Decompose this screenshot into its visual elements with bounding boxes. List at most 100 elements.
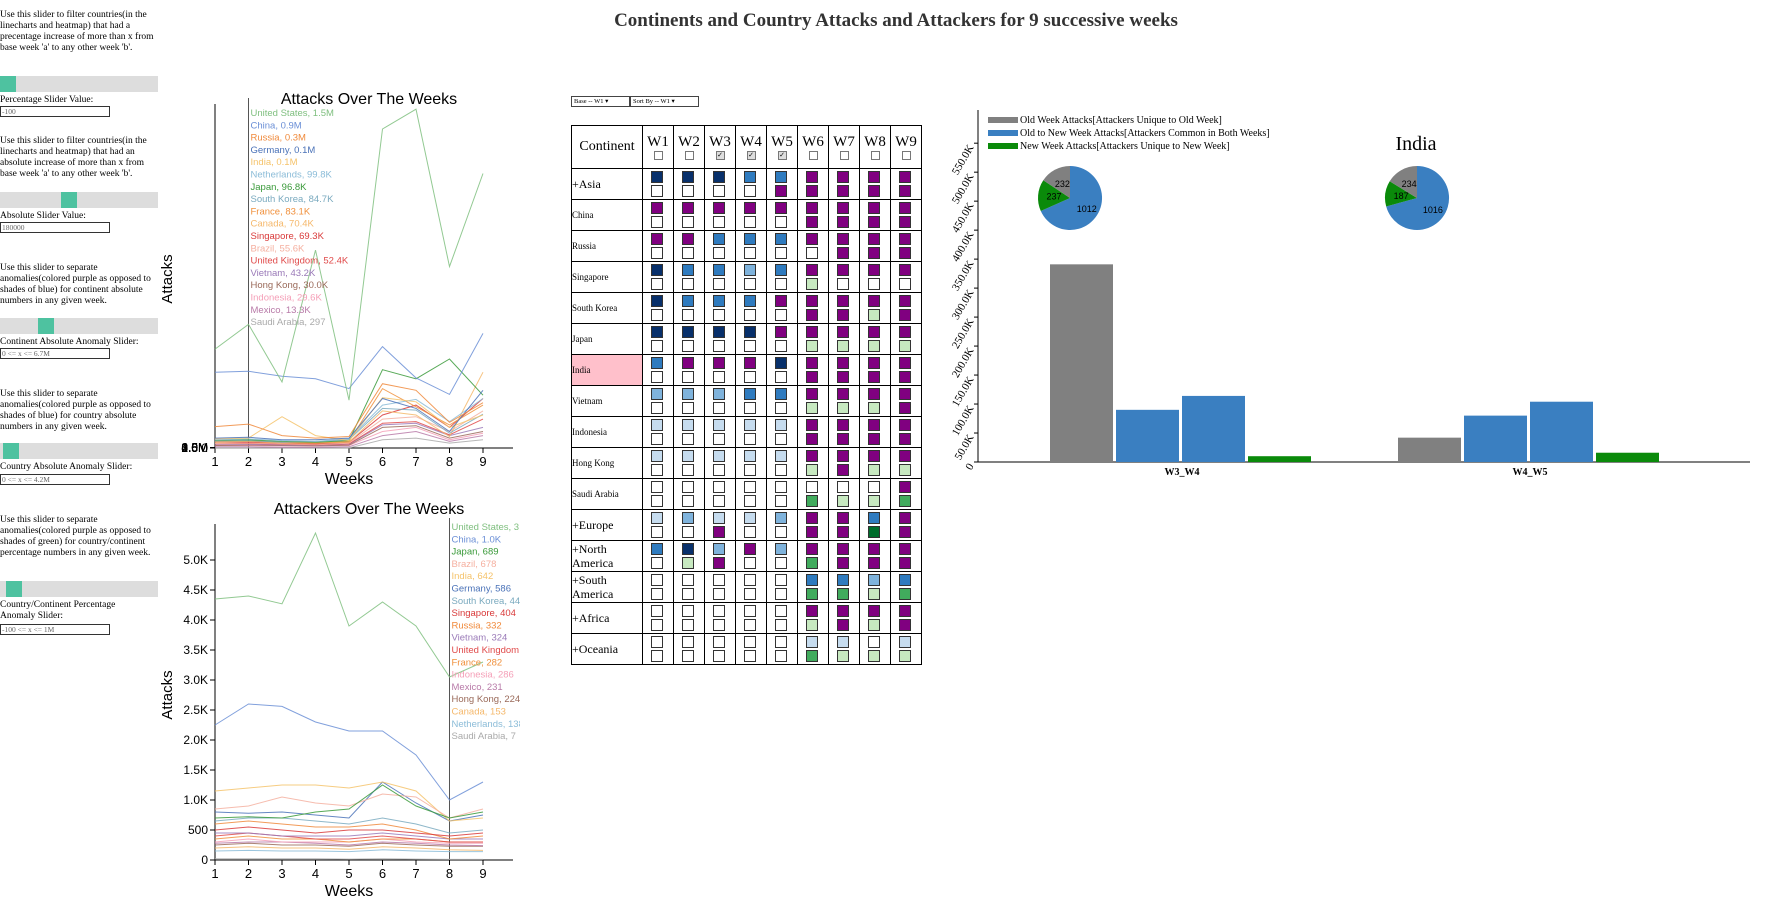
absolute-value-square bbox=[899, 171, 911, 183]
base-week-dropdown[interactable]: Base -- W1 ▾ bbox=[571, 96, 630, 107]
y-tick-label: 3.0M bbox=[181, 441, 208, 455]
country-anomaly-slider-thumb[interactable] bbox=[2, 443, 19, 459]
absolute-value-square bbox=[837, 388, 849, 400]
continent-anomaly-slider[interactable] bbox=[0, 318, 158, 334]
absolute-value-square bbox=[775, 357, 787, 369]
y-tick-label: 4.5K bbox=[183, 583, 208, 597]
absolute-slider-thumb[interactable] bbox=[61, 192, 78, 208]
absolute-slider-value-input[interactable]: 180000 bbox=[0, 222, 110, 233]
heatmap-row: +Europe bbox=[571, 509, 922, 541]
y-tick-label: 3.5M bbox=[181, 441, 208, 455]
week-checkbox[interactable] bbox=[870, 151, 880, 160]
absolute-value-square bbox=[713, 357, 725, 369]
percentage-slider-thumb[interactable] bbox=[0, 76, 16, 92]
absolute-value-square bbox=[744, 450, 756, 462]
percentage-anomaly-slider-thumb[interactable] bbox=[5, 581, 22, 597]
heatmap-cell bbox=[859, 540, 891, 572]
absolute-value-square bbox=[899, 357, 911, 369]
heatmap-cell bbox=[859, 509, 891, 541]
absolute-value-square bbox=[651, 357, 663, 369]
percentage-change-square bbox=[775, 526, 787, 538]
heatmap-row-label[interactable]: +Oceania bbox=[571, 633, 643, 665]
percentage-slider-value-input[interactable]: -100 bbox=[0, 106, 110, 117]
absolute-slider[interactable] bbox=[0, 192, 158, 208]
heatmap-row-label[interactable]: +Asia bbox=[571, 168, 643, 200]
continent-anomaly-slider-thumb[interactable] bbox=[38, 318, 55, 334]
heatmap-row-label[interactable]: +South America bbox=[571, 571, 643, 603]
percentage-change-square bbox=[775, 557, 787, 569]
percentage-change-square bbox=[682, 402, 694, 414]
y-tick-label: 0 bbox=[963, 461, 976, 472]
heatmap-cell bbox=[673, 292, 705, 324]
absolute-value-square bbox=[806, 574, 818, 586]
series-line bbox=[215, 858, 483, 860]
absolute-value-square bbox=[868, 171, 880, 183]
absolute-value-square bbox=[868, 295, 880, 307]
percentage-change-square bbox=[899, 557, 911, 569]
week-checkbox[interactable] bbox=[839, 151, 849, 160]
absolute-value-square bbox=[837, 450, 849, 462]
percentage-anomaly-slider-label: Country/Continent Percentage Anomaly Sli… bbox=[0, 600, 116, 621]
week-checkbox[interactable] bbox=[808, 151, 818, 160]
heatmap-cell bbox=[735, 292, 767, 324]
continent-anomaly-slider-input[interactable]: 0 <= x <= 6.7M bbox=[0, 348, 110, 359]
country-anomaly-slider-input[interactable]: 0 <= x <= 4.2M bbox=[0, 474, 110, 485]
absolute-value-square bbox=[837, 233, 849, 245]
x-tick-label: 3 bbox=[278, 866, 285, 881]
heatmap-cell bbox=[859, 199, 891, 231]
percentage-change-square bbox=[837, 650, 849, 662]
week-header-label: W4 bbox=[740, 134, 762, 150]
legend-swatch bbox=[988, 117, 1018, 123]
bar bbox=[1050, 264, 1113, 462]
week-header-w8: W8 bbox=[859, 125, 891, 169]
percentage-change-square bbox=[744, 247, 756, 259]
heatmap-cell bbox=[828, 416, 860, 448]
percentage-change-square bbox=[682, 309, 694, 321]
heatmap-row-label[interactable]: +Europe bbox=[571, 509, 643, 541]
heatmap-cell bbox=[859, 385, 891, 417]
country-anomaly-slider[interactable] bbox=[0, 443, 158, 459]
heatmap-row-label[interactable]: +North America bbox=[571, 540, 643, 572]
week-header-label: W5 bbox=[771, 134, 793, 150]
percentage-change-square bbox=[713, 247, 725, 259]
percentage-anomaly-slider[interactable] bbox=[0, 581, 158, 597]
week-checkbox[interactable] bbox=[653, 151, 663, 160]
percentage-change-square bbox=[775, 216, 787, 228]
x-tick-label: 7 bbox=[412, 454, 419, 469]
sort-by-dropdown[interactable]: Sort By -- W1 ▾ bbox=[630, 96, 699, 107]
absolute-value-square bbox=[775, 543, 787, 555]
heatmap-cell bbox=[766, 261, 798, 293]
week-checkbox[interactable]: ✓ bbox=[777, 151, 787, 160]
heatmap-cell bbox=[642, 354, 674, 386]
heatmap-row: +North America bbox=[571, 540, 922, 572]
week-checkbox[interactable]: ✓ bbox=[715, 151, 725, 160]
heatmap-cell bbox=[735, 602, 767, 634]
absolute-value-square bbox=[775, 450, 787, 462]
absolute-value-square bbox=[744, 295, 756, 307]
continent-anomaly-slider-description: Use this slider to separate anomalies(co… bbox=[0, 263, 151, 306]
percentage-change-square bbox=[713, 278, 725, 290]
absolute-value-square bbox=[775, 202, 787, 214]
percentage-change-square bbox=[775, 495, 787, 507]
heatmap-cell bbox=[735, 261, 767, 293]
legend-swatch bbox=[988, 143, 1018, 149]
absolute-value-square bbox=[806, 388, 818, 400]
heatmap-row-label[interactable]: +Africa bbox=[571, 602, 643, 634]
heatmap-cell bbox=[642, 261, 674, 293]
series-line bbox=[214, 846, 484, 851]
pie-label: 232 bbox=[1055, 179, 1070, 189]
heatmap-row-label: Saudi Arabia bbox=[571, 478, 643, 510]
absolute-value-square bbox=[651, 419, 663, 431]
percentage-change-square bbox=[651, 650, 663, 662]
week-header-w7: W7 bbox=[828, 125, 860, 169]
week-checkbox[interactable]: ✓ bbox=[746, 151, 756, 160]
percentage-anomaly-slider-input[interactable]: -100 <= x <= 1M bbox=[0, 624, 110, 635]
heatmap-cell bbox=[797, 230, 829, 262]
week-header-label: W8 bbox=[864, 134, 886, 150]
week-checkbox[interactable] bbox=[684, 151, 694, 160]
series-line bbox=[214, 410, 484, 446]
percentage-slider[interactable] bbox=[0, 76, 158, 92]
week-checkbox[interactable] bbox=[901, 151, 911, 160]
heatmap-cell bbox=[828, 354, 860, 386]
week-header-label: W3 bbox=[709, 134, 731, 150]
